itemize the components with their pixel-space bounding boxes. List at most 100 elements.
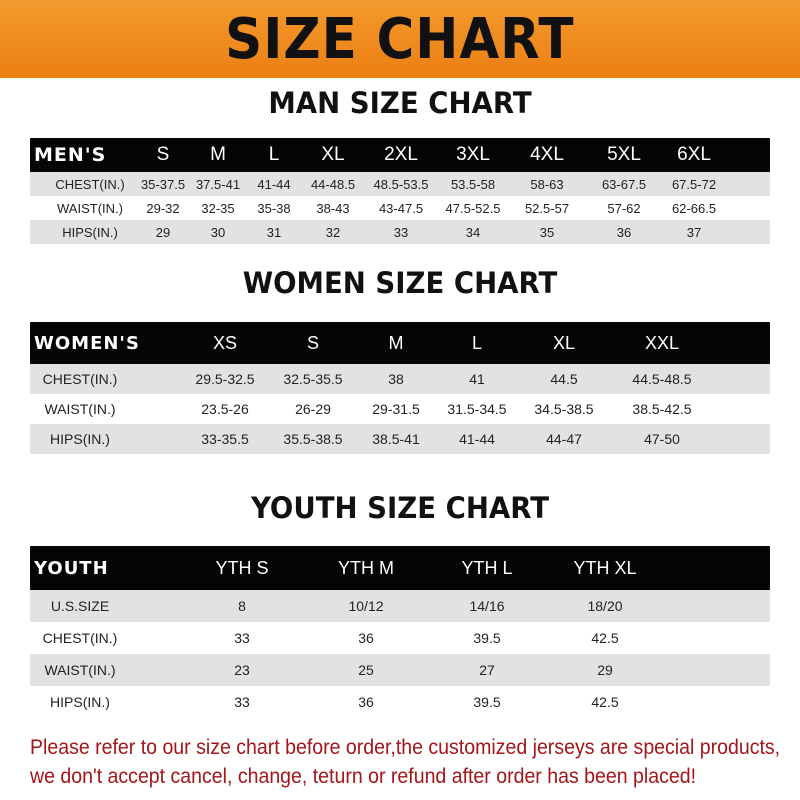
size-column-header: 5XL <box>607 144 641 165</box>
banner-title: SIZE CHART <box>225 6 575 72</box>
table-cell: 18/20 <box>587 598 623 614</box>
table-cell: 35-37.5 <box>140 176 186 192</box>
table-cell: 29 <box>597 662 613 678</box>
table-cell: 10/12 <box>348 598 384 614</box>
row-label: CHEST(IN.) <box>42 630 118 646</box>
table-cell: 36 <box>358 630 374 646</box>
table-cell: 29.5-32.5 <box>195 371 255 387</box>
size-column-header: 2XL <box>384 144 418 165</box>
men-section-title: MAN SIZE CHART <box>268 86 532 120</box>
table-cell: 30 <box>210 224 226 240</box>
size-column-header: L <box>471 332 483 353</box>
table-cell: 53.5-58 <box>450 176 496 192</box>
table-cell: 37 <box>686 224 702 240</box>
table-row: CHEST(IN.) 33 36 39.5 42.5 <box>30 622 770 654</box>
row-label: HIPS(IN.) <box>50 694 110 710</box>
table-cell: 47-50 <box>644 431 680 447</box>
table-cell: 29-31.5 <box>372 401 420 417</box>
table-cell: 26-29 <box>295 401 331 417</box>
table-cell: 44.5-48.5 <box>632 371 692 387</box>
size-column-header: YTH M <box>338 557 394 578</box>
table-row: WAIST(IN.) 23.5-26 26-29 29-31.5 31.5-34.5 34… <box>30 394 770 424</box>
table-cell: 33 <box>393 224 409 240</box>
table-cell: 62-66.5 <box>671 200 717 216</box>
table-cell: 35 <box>539 224 555 240</box>
size-column-header: L <box>268 144 280 165</box>
row-label: HIPS(IN.) <box>62 224 118 240</box>
table-cell: 32-35 <box>201 200 235 216</box>
table-cell: 38-43 <box>316 200 350 216</box>
row-label: CHEST(IN.) <box>42 371 118 387</box>
size-column-header: YTH XL <box>573 557 637 578</box>
table-row: HIPS(IN.) 33 36 39.5 42.5 <box>30 686 770 718</box>
size-chart-banner: SIZE CHART <box>0 0 800 78</box>
table-cell: 38.5-41 <box>372 431 420 447</box>
table-cell: 67.5-72 <box>671 176 717 192</box>
table-cell: 32 <box>325 224 341 240</box>
row-label: CHEST(IN.) <box>55 176 125 192</box>
row-label: WAIST(IN.) <box>44 401 116 417</box>
table-cell: 39.5 <box>473 630 501 646</box>
table-cell: 41-44 <box>459 431 495 447</box>
row-label: MEN'S <box>34 144 107 166</box>
size-column-header: S <box>306 332 320 353</box>
table-cell: 32.5-35.5 <box>283 371 343 387</box>
notice-line-1: Please refer to our size chart before or… <box>30 736 781 759</box>
table-row: HIPS(IN.) 33-35.5 35.5-38.5 38.5-41 41-44 44-… <box>30 424 770 454</box>
table-cell: 41 <box>469 371 485 387</box>
header-row: MEN'S S M L XL 2XL 3XL 4XL 5XL 6XL <box>30 138 770 172</box>
table-cell: 35.5-38.5 <box>283 431 343 447</box>
table-cell: 63-67.5 <box>601 176 647 192</box>
table-cell: 37.5-41 <box>195 176 241 192</box>
table-cell: 48.5-53.5 <box>373 176 429 192</box>
table-cell: 44-47 <box>546 431 582 447</box>
table-cell: 14/16 <box>469 598 505 614</box>
table-cell: 8 <box>238 598 246 614</box>
table-cell: 41-44 <box>257 176 291 192</box>
table-cell: 34.5-38.5 <box>534 401 594 417</box>
table-row: CHEST(IN.) 35-37.5 37.5-41 41-44 44-48.5 48.5… <box>30 172 770 196</box>
table-cell: 33 <box>234 630 250 646</box>
table-cell: 44.5 <box>550 371 578 387</box>
table-cell: 39.5 <box>473 694 501 710</box>
table-cell: 36 <box>358 694 374 710</box>
size-column-header: M <box>388 332 404 353</box>
row-label: WAIST(IN.) <box>57 200 123 216</box>
size-column-header: M <box>210 144 226 165</box>
table-cell: 42.5 <box>591 630 619 646</box>
table-cell: 27 <box>479 662 495 678</box>
table-cell: 58-63 <box>530 176 564 192</box>
table-cell: 23.5-26 <box>201 401 249 417</box>
table-cell: 57-62 <box>607 200 641 216</box>
size-column-header: XS <box>212 332 238 353</box>
size-column-header: 3XL <box>456 144 490 165</box>
notice-line-2: we don't accept cancel, change, teturn o… <box>30 765 697 788</box>
row-label: U.S.SIZE <box>50 598 110 614</box>
table-cell: 23 <box>234 662 250 678</box>
header-row: YOUTH YTH S YTH M YTH L YTH XL <box>30 546 770 590</box>
header-row: WOMEN'S XS S M L XL XXL <box>30 322 770 364</box>
table-row: WAIST(IN.) 29-32 32-35 35-38 38-43 43-47.5 47.… <box>30 196 770 220</box>
size-column-header: XL <box>552 332 576 353</box>
size-column-header: 4XL <box>530 144 564 165</box>
row-label: YOUTH <box>34 557 109 579</box>
size-column-header: XXL <box>644 332 680 353</box>
youth-section-title: YOUTH SIZE CHART <box>250 491 550 525</box>
table-cell: 31.5-34.5 <box>447 401 507 417</box>
table-cell: 29-32 <box>146 200 180 216</box>
size-column-header: S <box>156 144 170 165</box>
table-cell: 33-35.5 <box>201 431 249 447</box>
men-size-table: MEN'S S M L XL 2XL 3XL 4XL 5XL 6XL CHEST(IN.) 35-37… <box>30 138 770 244</box>
table-cell: 25 <box>358 662 374 678</box>
row-label: WAIST(IN.) <box>44 662 116 678</box>
table-cell: 44-48.5 <box>310 176 356 192</box>
size-column-header: XL <box>321 144 345 165</box>
table-row: HIPS(IN.) 29 30 31 32 33 34 35 36 37 <box>30 220 770 244</box>
size-column-header: 6XL <box>677 144 711 165</box>
table-cell: 33 <box>234 694 250 710</box>
table-cell: 47.5-52.5 <box>445 200 501 216</box>
table-cell: 31 <box>266 224 282 240</box>
table-row: WAIST(IN.) 23 25 27 29 <box>30 654 770 686</box>
youth-size-table: YOUTH YTH S YTH M YTH L YTH XL U.S.SIZE 8 10/12… <box>30 546 770 718</box>
table-cell: 35-38 <box>257 200 291 216</box>
